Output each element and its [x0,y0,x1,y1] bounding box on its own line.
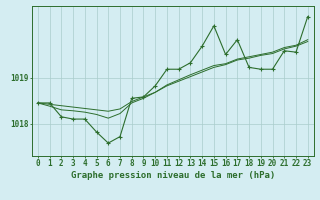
X-axis label: Graphe pression niveau de la mer (hPa): Graphe pression niveau de la mer (hPa) [71,171,275,180]
